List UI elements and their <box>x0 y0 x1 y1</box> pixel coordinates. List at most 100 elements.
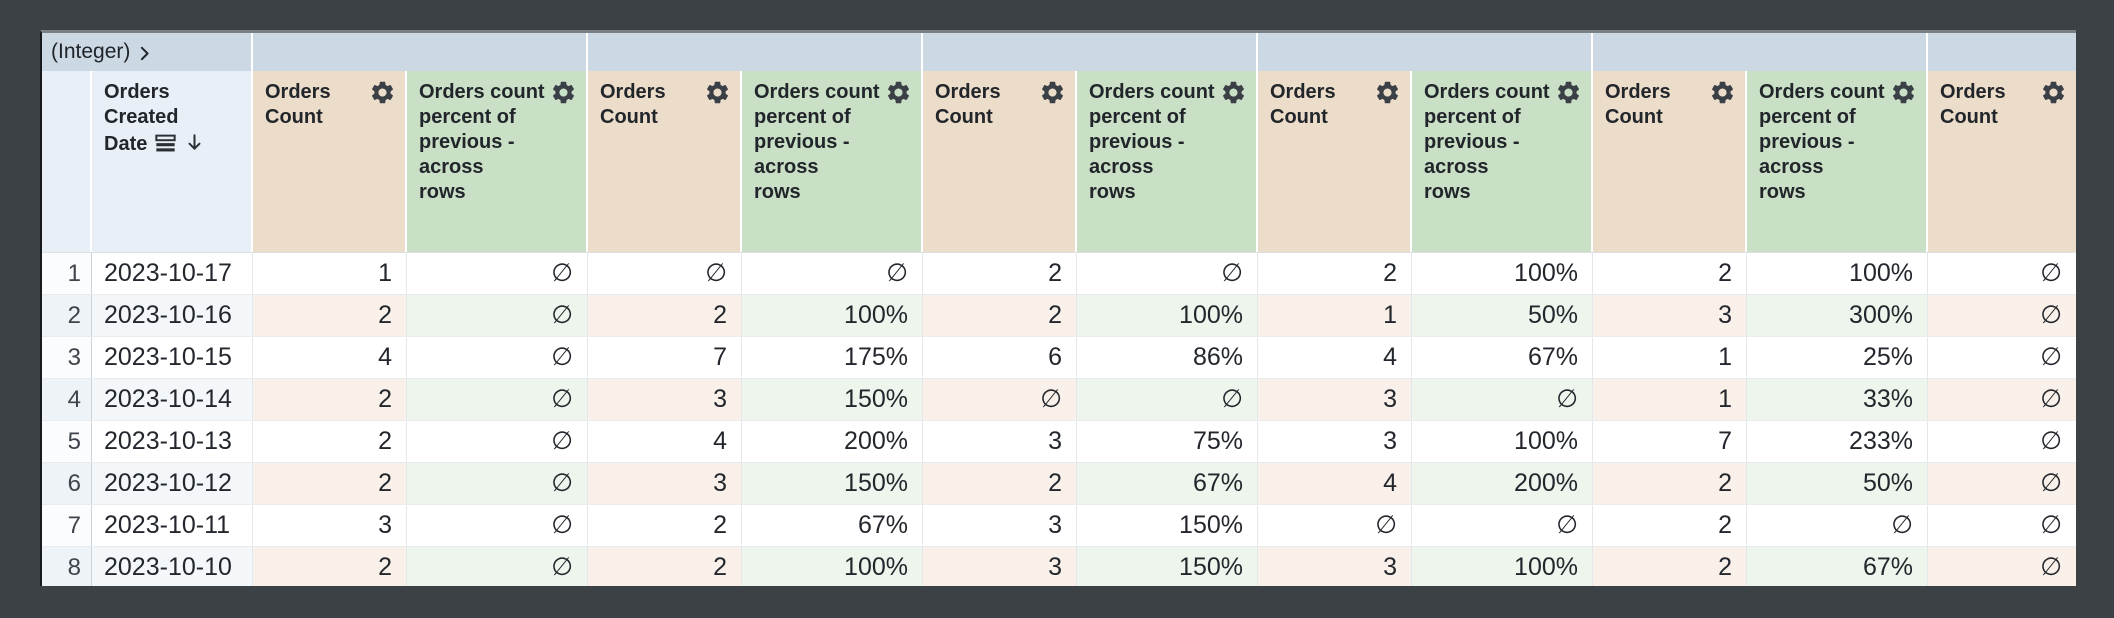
value-cell[interactable]: 4 <box>1258 337 1412 378</box>
value-cell[interactable]: 2 <box>1258 253 1412 294</box>
null-value-cell[interactable]: ∅ <box>1928 463 2076 504</box>
null-value-cell[interactable]: ∅ <box>742 253 923 294</box>
value-cell[interactable]: 1 <box>1593 379 1747 420</box>
value-cell[interactable]: 2 <box>1593 547 1747 586</box>
value-cell[interactable]: 3 <box>1258 379 1412 420</box>
value-cell[interactable]: 25% <box>1747 337 1928 378</box>
column-header-orders-count[interactable]: Orders Count <box>588 71 742 252</box>
gear-icon[interactable] <box>1555 79 1582 106</box>
null-value-cell[interactable]: ∅ <box>1412 505 1593 546</box>
gear-icon[interactable] <box>1220 79 1247 106</box>
null-value-cell[interactable]: ∅ <box>1928 379 2076 420</box>
value-cell[interactable]: 67% <box>1747 547 1928 586</box>
value-cell[interactable]: 75% <box>1077 421 1258 462</box>
value-cell[interactable]: 2 <box>253 547 407 586</box>
value-cell[interactable]: 175% <box>742 337 923 378</box>
null-value-cell[interactable]: ∅ <box>407 463 588 504</box>
date-cell[interactable]: 2023-10-17 <box>92 253 253 294</box>
column-header-orders-count-percent-of-previous[interactable]: Orders count percent of previous - across ro… <box>1747 71 1928 252</box>
value-cell[interactable]: 100% <box>1412 253 1593 294</box>
pivot-field-header[interactable]: (Integer) <box>42 33 251 71</box>
gear-icon[interactable] <box>550 79 577 106</box>
value-cell[interactable]: 1 <box>1258 295 1412 336</box>
null-value-cell[interactable]: ∅ <box>2040 511 2062 539</box>
value-cell[interactable]: 200% <box>742 421 923 462</box>
null-value-cell[interactable]: ∅ <box>923 379 1077 420</box>
value-cell[interactable]: 3 <box>588 379 742 420</box>
gear-icon[interactable] <box>1890 79 1917 106</box>
gear-icon[interactable] <box>1039 79 1066 106</box>
value-cell[interactable]: 2 <box>588 547 742 586</box>
value-cell[interactable]: 67% <box>742 505 923 546</box>
null-value-cell[interactable]: ∅ <box>407 295 588 336</box>
value-cell[interactable]: 3 <box>923 505 1077 546</box>
date-cell[interactable]: 2023-10-11 <box>92 505 253 546</box>
column-header-orders-count-percent-of-previous[interactable]: Orders count percent of previous - across ro… <box>1412 71 1593 252</box>
value-cell[interactable]: 1 <box>1593 337 1747 378</box>
gear-icon[interactable] <box>885 79 912 106</box>
value-cell[interactable]: 3 <box>1258 421 1412 462</box>
value-cell[interactable]: 3 <box>253 505 407 546</box>
null-value-cell[interactable]: ∅ <box>407 421 588 462</box>
value-cell[interactable]: 4 <box>1258 463 1412 504</box>
value-cell[interactable]: 3 <box>923 421 1077 462</box>
value-cell[interactable]: 2 <box>253 463 407 504</box>
value-cell[interactable]: 2 <box>1593 505 1747 546</box>
value-cell[interactable]: 3 <box>588 463 742 504</box>
value-cell[interactable]: 100% <box>742 295 923 336</box>
value-cell[interactable]: 300% <box>1747 295 1928 336</box>
value-cell[interactable]: 3 <box>1258 547 1412 586</box>
null-value-cell[interactable]: ∅ <box>1928 295 2076 336</box>
null-value-cell[interactable]: ∅ <box>407 505 588 546</box>
date-cell[interactable]: 2023-10-12 <box>92 463 253 504</box>
null-value-cell[interactable]: ∅ <box>1412 379 1593 420</box>
null-value-cell[interactable]: ∅ <box>2040 427 2062 455</box>
value-cell[interactable]: 2 <box>253 295 407 336</box>
column-header-orders-count[interactable]: Orders Count <box>253 71 407 252</box>
value-cell[interactable]: 1 <box>253 253 407 294</box>
null-value-cell[interactable]: ∅ <box>2040 259 2062 287</box>
null-value-cell[interactable]: ∅ <box>407 337 588 378</box>
date-cell[interactable]: 2023-10-16 <box>92 295 253 336</box>
value-cell[interactable]: 100% <box>1412 547 1593 586</box>
value-cell[interactable]: 4 <box>253 337 407 378</box>
value-cell[interactable]: 233% <box>1747 421 1928 462</box>
value-cell[interactable]: 2 <box>923 253 1077 294</box>
value-cell[interactable]: 150% <box>1077 505 1258 546</box>
value-cell[interactable]: 7 <box>588 337 742 378</box>
value-cell[interactable]: 86% <box>1077 337 1258 378</box>
null-value-cell[interactable]: ∅ <box>1258 505 1412 546</box>
value-cell[interactable]: 200% <box>1412 463 1593 504</box>
value-cell[interactable]: 150% <box>1077 547 1258 586</box>
null-value-cell[interactable]: ∅ <box>407 379 588 420</box>
chevron-right-icon[interactable] <box>134 43 155 64</box>
value-cell[interactable]: 3 <box>923 547 1077 586</box>
value-cell[interactable]: 33% <box>1747 379 1928 420</box>
value-cell[interactable]: 4 <box>588 421 742 462</box>
column-header-orders-count[interactable]: Orders Count <box>923 71 1077 252</box>
value-cell[interactable]: 2 <box>588 295 742 336</box>
gear-icon[interactable] <box>2040 79 2067 106</box>
sort-descending-arrow-icon[interactable] <box>183 131 206 161</box>
value-cell[interactable]: 2 <box>588 505 742 546</box>
null-value-cell[interactable]: ∅ <box>2040 343 2062 371</box>
column-header-orders-count[interactable]: Orders Count <box>1593 71 1747 252</box>
value-cell[interactable]: 50% <box>1747 463 1928 504</box>
date-cell[interactable]: 2023-10-10 <box>92 547 253 586</box>
column-header-orders-count-percent-of-previous[interactable]: Orders count percent of previous - across ro… <box>742 71 923 252</box>
value-cell[interactable]: 2 <box>253 379 407 420</box>
value-cell[interactable]: 2 <box>1593 253 1747 294</box>
value-cell[interactable]: 67% <box>1077 463 1258 504</box>
gear-icon[interactable] <box>704 79 731 106</box>
value-cell[interactable]: 6 <box>923 337 1077 378</box>
null-value-cell[interactable]: ∅ <box>1747 505 1928 546</box>
value-cell[interactable]: 100% <box>1747 253 1928 294</box>
value-cell[interactable]: 7 <box>1593 421 1747 462</box>
column-header-orders-count-percent-of-previous[interactable]: Orders count percent of previous - across ro… <box>407 71 588 252</box>
null-value-cell[interactable]: ∅ <box>1077 253 1258 294</box>
gear-icon[interactable] <box>369 79 396 106</box>
null-value-cell[interactable]: ∅ <box>407 547 588 586</box>
gear-icon[interactable] <box>1709 79 1736 106</box>
value-cell[interactable]: 67% <box>1412 337 1593 378</box>
column-header-orders-count-percent-of-previous[interactable]: Orders count percent of previous - across ro… <box>1077 71 1258 252</box>
